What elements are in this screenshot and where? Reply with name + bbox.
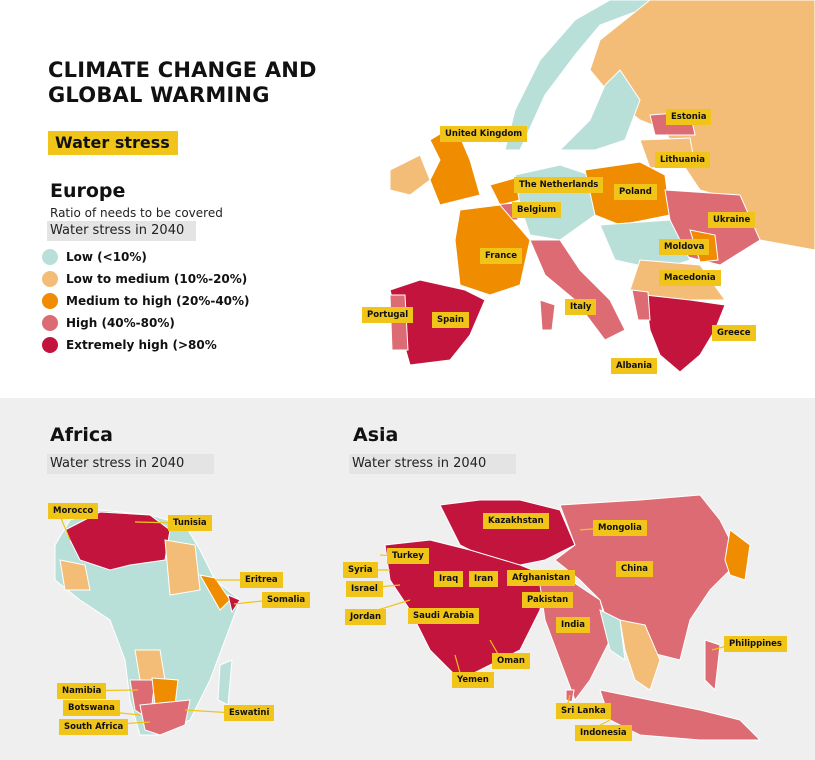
country-label: Syria [343, 562, 378, 578]
legend-entry: Medium to high (20%-40%) [42, 293, 250, 309]
country-label: Macedonia [659, 270, 721, 286]
country-label: Jordan [345, 609, 387, 625]
country-label: Afghanistan [507, 570, 576, 586]
legend-label: High (40%-80%) [66, 316, 175, 330]
region-title: Africa [50, 424, 113, 446]
country-label: Namibia [57, 683, 107, 699]
country-label: Eritrea [240, 572, 283, 588]
country-label: Eswatini [224, 705, 275, 721]
country-label: South Africa [59, 719, 129, 735]
legend-label: Low to medium (10%-20%) [66, 272, 248, 286]
africa-map [54, 509, 241, 736]
country-label: Mongolia [593, 520, 647, 536]
legend-entry: Low (<10%) [42, 249, 147, 265]
country-label: Sri Lanka [556, 703, 611, 719]
legend-entry: Low to medium (10%-20%) [42, 271, 247, 287]
legend-label: Extremely high (>80% [66, 338, 217, 352]
period: Water stress in 2040 [349, 454, 517, 474]
legend-label: Low (<10%) [66, 250, 147, 264]
country-label: Iran [469, 571, 499, 587]
country-label: Ukraine [708, 212, 756, 228]
legend-swatch [42, 271, 58, 287]
country-label: Somalia [262, 592, 311, 608]
country-label: Poland [614, 184, 657, 200]
region-title: Asia [353, 424, 399, 446]
country-label: Belgium [512, 202, 562, 218]
tag: Water stress [48, 131, 178, 155]
legend-swatch [42, 315, 58, 331]
legend-swatch [42, 249, 58, 265]
country-label: Pakistan [522, 592, 574, 608]
period: Water stress in 2040 [47, 221, 197, 241]
country-label: Israel [346, 581, 383, 597]
country-label: Turkey [387, 548, 429, 564]
country-label: Oman [492, 653, 530, 669]
legend-swatch [42, 293, 58, 309]
legend-label: Medium to high (20%-40%) [66, 294, 250, 308]
country-label: Yemen [452, 672, 494, 688]
country-label: Saudi Arabia [408, 608, 480, 624]
period: Water stress in 2040 [47, 454, 215, 474]
country-label: United Kingdom [440, 126, 528, 142]
country-label: Iraq [434, 571, 464, 587]
country-label: Greece [712, 325, 756, 341]
country-label: Lithuania [655, 152, 710, 168]
title: CLIMATE CHANGE AND GLOBAL WARMING [48, 58, 317, 107]
subtitle: Ratio of needs to be covered [50, 206, 223, 220]
country-label: Philippines [724, 636, 787, 652]
country-label: Albania [611, 358, 658, 374]
legend-swatch [42, 337, 58, 353]
country-label: Moldova [659, 239, 710, 255]
country-label: The Netherlands [514, 177, 604, 193]
country-label: China [616, 561, 653, 577]
country-label: France [480, 248, 523, 264]
region-title: Europe [50, 180, 126, 202]
country-label: Indonesia [575, 725, 632, 741]
legend-entry: High (40%-80%) [42, 315, 175, 331]
country-label: Italy [565, 299, 597, 315]
country-label: Kazakhstan [483, 513, 549, 529]
country-label: Tunisia [168, 515, 212, 531]
country-label: Botswana [63, 700, 120, 716]
country-label: Spain [432, 312, 469, 328]
country-label: Morocco [48, 503, 99, 519]
legend-entry: Extremely high (>80% [42, 337, 217, 353]
country-label: India [556, 617, 590, 633]
country-label: Portugal [362, 307, 414, 323]
country-label: Estonia [666, 109, 712, 125]
